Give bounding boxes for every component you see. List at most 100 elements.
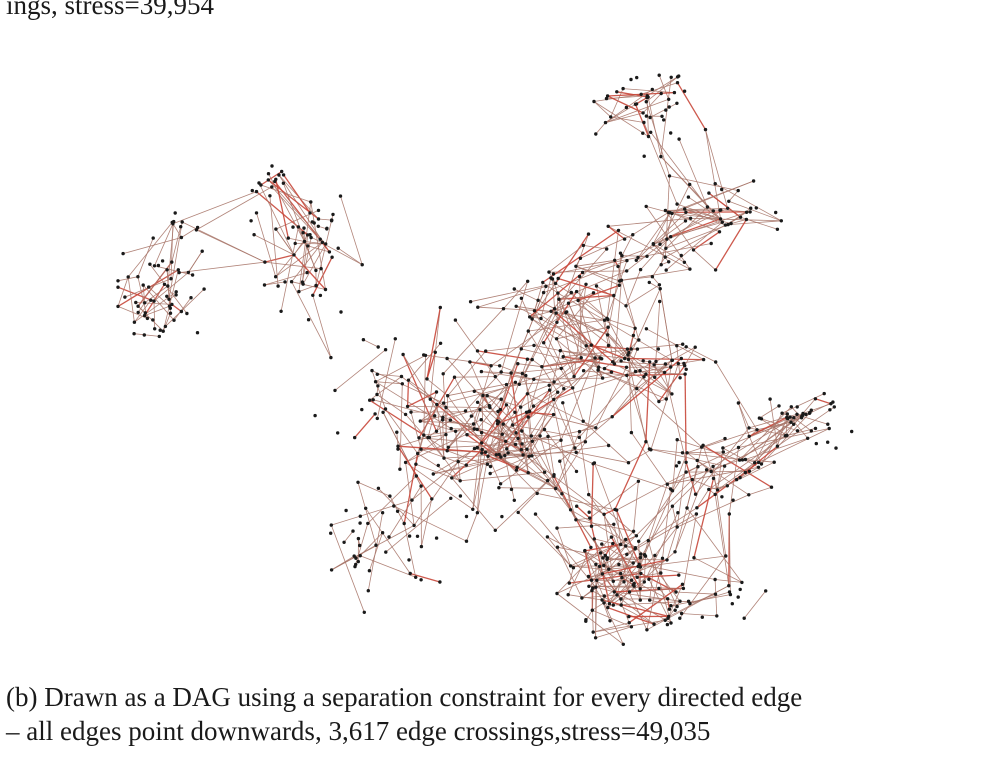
graph-node-813 [550, 277, 555, 281]
dag-graph-drawing [116, 73, 854, 646]
graph-edge-545 [758, 428, 830, 463]
graph-edge-19 [369, 399, 425, 436]
graph-node-867 [180, 220, 184, 224]
graph-edge-119 [369, 376, 402, 401]
graph-edge-757 [529, 295, 614, 318]
graph-node-527 [190, 273, 195, 277]
graph-node-750 [366, 521, 370, 526]
graph-edge-49 [535, 513, 597, 588]
graph-node-119 [561, 401, 565, 405]
graph-edge-344 [676, 345, 681, 378]
graph-node-572 [279, 309, 283, 313]
graph-node-359 [619, 571, 623, 576]
graph-edge-490 [676, 462, 687, 528]
graph-edge-870 [518, 312, 557, 385]
graph-edge-445 [621, 547, 636, 578]
graph-edge-650 [318, 218, 332, 221]
graph-edge-71 [334, 349, 386, 391]
graph-edge-770 [621, 276, 653, 281]
graph-edge-86 [594, 462, 627, 547]
previous-figure-caption-fragment: ings, stress=39,954 [6, 0, 214, 20]
graph-edge-599 [117, 286, 155, 302]
graph-node-693 [738, 215, 743, 219]
graph-node-496 [850, 429, 854, 434]
graph-edge-608 [117, 276, 129, 307]
graph-edge-674 [660, 77, 672, 157]
graph-node-815 [576, 298, 580, 303]
graph-node-442 [806, 436, 810, 440]
graph-node-355 [613, 507, 617, 512]
graph-node-197 [559, 366, 563, 371]
graph-node-401 [694, 512, 699, 516]
graph-node-690 [744, 210, 749, 214]
graph-node-633 [669, 131, 673, 135]
graph-node-242 [626, 357, 631, 362]
graph-node-297 [588, 516, 592, 520]
graph-edge-873 [606, 318, 636, 372]
graph-node-824 [742, 616, 746, 620]
graph-node-12 [548, 388, 552, 392]
graph-edge-535 [647, 484, 668, 541]
graph-node-872 [195, 225, 200, 230]
graph-node-248 [584, 344, 588, 348]
graph-edge-67 [590, 463, 594, 527]
graph-edge-272 [410, 411, 499, 413]
graph-node-62 [414, 462, 418, 466]
graph-node-848 [674, 590, 678, 594]
graph-node-428 [677, 460, 681, 465]
graph-edge-224 [537, 493, 617, 511]
graph-edge-668 [610, 116, 644, 123]
graph-edge-191 [512, 424, 580, 438]
graph-edge-709 [728, 220, 782, 225]
graph-edges [117, 75, 835, 645]
graph-node-696 [647, 280, 651, 285]
graph-edge-653 [312, 256, 333, 296]
graph-node-86 [373, 380, 378, 384]
graph-node-277 [664, 397, 668, 401]
graph-node-380 [611, 579, 615, 583]
graph-node-105 [464, 514, 469, 519]
graph-node-409 [740, 458, 745, 462]
graph-node-526 [145, 316, 150, 321]
graph-node-547 [202, 287, 206, 291]
graph-node-732 [664, 268, 668, 272]
graph-node-839 [715, 614, 719, 618]
graph-edge-497 [692, 479, 718, 491]
graph-edge-197 [455, 319, 496, 377]
graph-node-273 [600, 376, 605, 380]
graph-node-132 [468, 360, 472, 364]
graph-edge-171 [447, 381, 516, 397]
graph-edge-865 [477, 286, 547, 308]
graph-edge-795 [654, 301, 661, 378]
graph-edge-328 [595, 367, 627, 428]
graph-node-89 [546, 434, 550, 439]
graph-node-695 [688, 267, 692, 271]
graph-node-599 [308, 211, 312, 215]
graph-node-7 [400, 382, 404, 386]
graph-node-286 [598, 356, 602, 360]
graph-node-626 [641, 111, 645, 115]
graph-node-354 [609, 535, 614, 539]
graph-node-521 [143, 301, 147, 305]
graph-node-435 [727, 512, 731, 516]
graph-node-768 [353, 564, 357, 569]
graph-node-308 [590, 588, 594, 593]
graph-edge-247 [417, 453, 461, 482]
graph-edge-394 [620, 544, 636, 549]
graph-node-241 [579, 356, 583, 360]
graph-node-780 [591, 291, 596, 295]
graph-node-87 [409, 410, 413, 414]
graph-edge-651 [302, 243, 327, 285]
graph-edge-614 [162, 313, 171, 332]
graph-edge-220 [494, 376, 522, 408]
graph-node-304 [647, 577, 651, 581]
graph-node-402 [769, 485, 774, 489]
graph-node-440 [720, 495, 724, 499]
graph-node-760 [395, 509, 400, 513]
graph-edge-172 [539, 435, 557, 489]
graph-edge-693 [605, 89, 653, 123]
graph-node-644 [594, 132, 598, 136]
graph-node-48 [445, 449, 449, 453]
graph-node-581 [324, 242, 328, 246]
graph-node-14 [368, 398, 372, 402]
